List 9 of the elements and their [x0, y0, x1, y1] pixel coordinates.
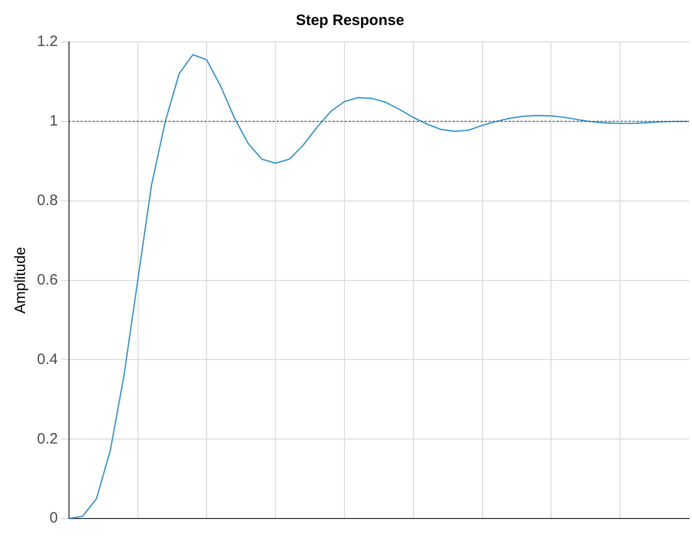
- y-tick-label: 0.6: [36, 271, 58, 288]
- y-tick-label: 1.2: [36, 33, 58, 50]
- y-tick-label: 0: [50, 510, 58, 527]
- y-tick-label: 0.8: [36, 192, 58, 210]
- chart-title: Step Response: [296, 12, 404, 30]
- y-tick-label: 1: [50, 112, 58, 130]
- y-tick-label: 0.4: [36, 350, 58, 368]
- y-axis-title: Amplitude: [12, 246, 30, 314]
- y-tick-label: 0.2: [36, 430, 58, 448]
